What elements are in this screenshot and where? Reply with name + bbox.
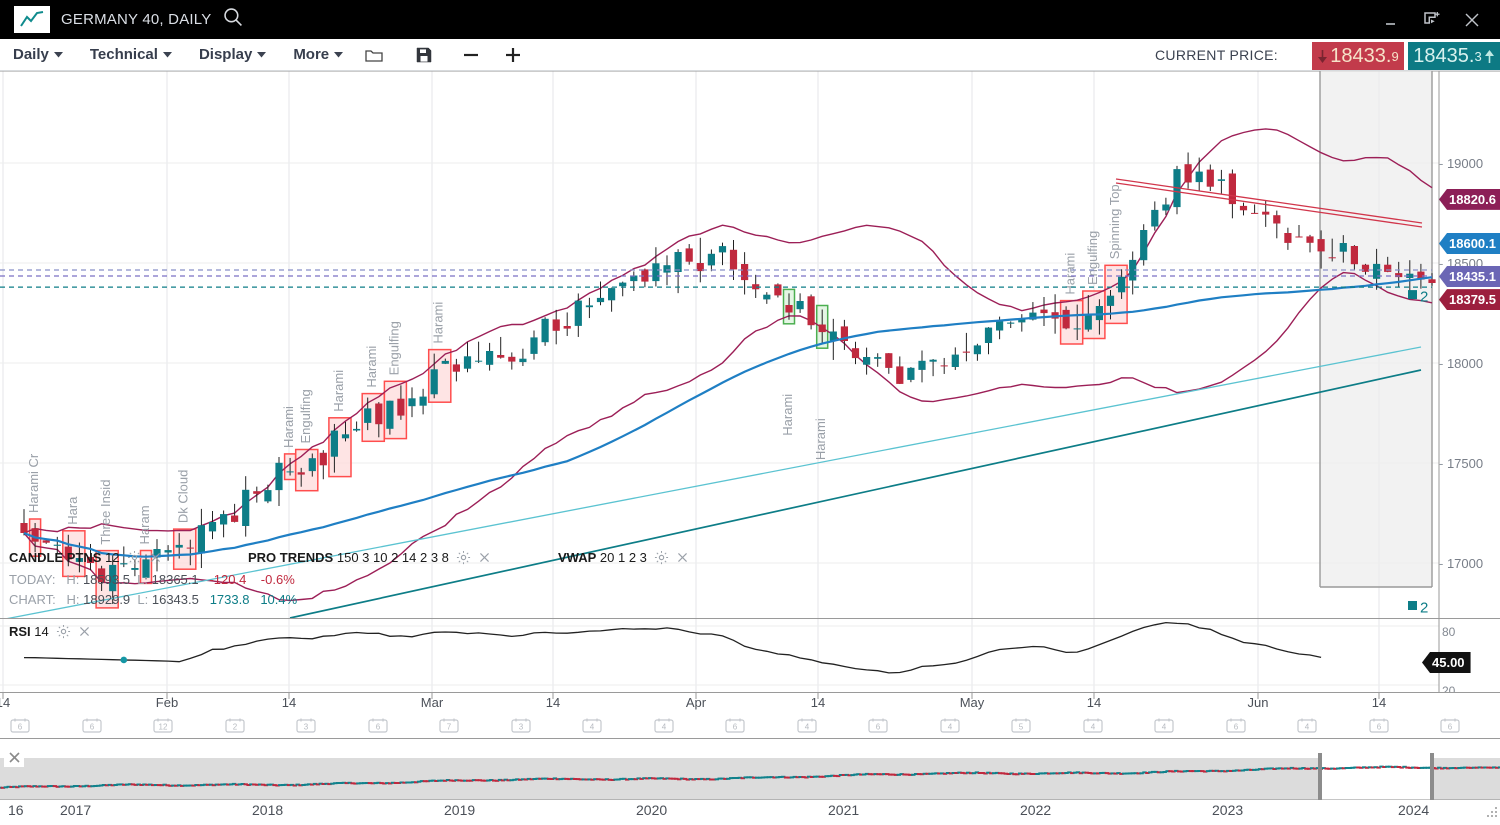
svg-text:3: 3 — [304, 723, 309, 732]
svg-text:4: 4 — [804, 723, 809, 732]
svg-text:Engulfing: Engulfing — [298, 389, 313, 443]
svg-text:Harami: Harami — [364, 346, 379, 388]
svg-text:Harami: Harami — [813, 418, 828, 460]
svg-text:Engulfing: Engulfing — [1085, 231, 1100, 285]
svg-text:6: 6 — [18, 723, 23, 732]
svg-text:12: 12 — [159, 723, 168, 732]
svg-text:Harami: Harami — [780, 394, 795, 436]
svg-text:4: 4 — [947, 723, 952, 732]
svg-text:Dk Cloud: Dk Cloud — [176, 470, 191, 523]
svg-text:4: 4 — [1090, 723, 1095, 732]
svg-text:6: 6 — [876, 723, 881, 732]
svg-text:Harami Cr: Harami Cr — [26, 453, 41, 513]
svg-text:Harami: Harami — [1063, 253, 1078, 295]
svg-text:Spinning Top: Spinning Top — [1107, 184, 1122, 259]
svg-text:Engulfing: Engulfing — [386, 321, 401, 375]
svg-text:6: 6 — [1233, 723, 1238, 732]
svg-text:2: 2 — [1420, 289, 1428, 306]
svg-text:6: 6 — [733, 723, 738, 732]
svg-text:Harami: Harami — [281, 406, 296, 448]
svg-text:5: 5 — [1019, 723, 1024, 732]
svg-text:Harami: Harami — [331, 370, 346, 412]
svg-text:4: 4 — [1162, 723, 1167, 732]
svg-text:Three Insid: Three Insid — [98, 480, 113, 545]
svg-text:7: 7 — [447, 723, 452, 732]
svg-text:Harami: Harami — [431, 302, 446, 344]
svg-text:4: 4 — [661, 723, 666, 732]
svg-text:6: 6 — [1376, 723, 1381, 732]
svg-text:2: 2 — [232, 723, 237, 732]
svg-text:4: 4 — [1305, 723, 1310, 732]
svg-text:6: 6 — [375, 723, 380, 732]
svg-text:4: 4 — [590, 723, 595, 732]
svg-text:2: 2 — [1420, 600, 1428, 617]
svg-text:Haram: Haram — [137, 505, 152, 544]
svg-text:6: 6 — [89, 723, 94, 732]
svg-text:6: 6 — [1448, 723, 1453, 732]
svg-text:3: 3 — [518, 723, 523, 732]
svg-text:Hara: Hara — [65, 496, 80, 525]
